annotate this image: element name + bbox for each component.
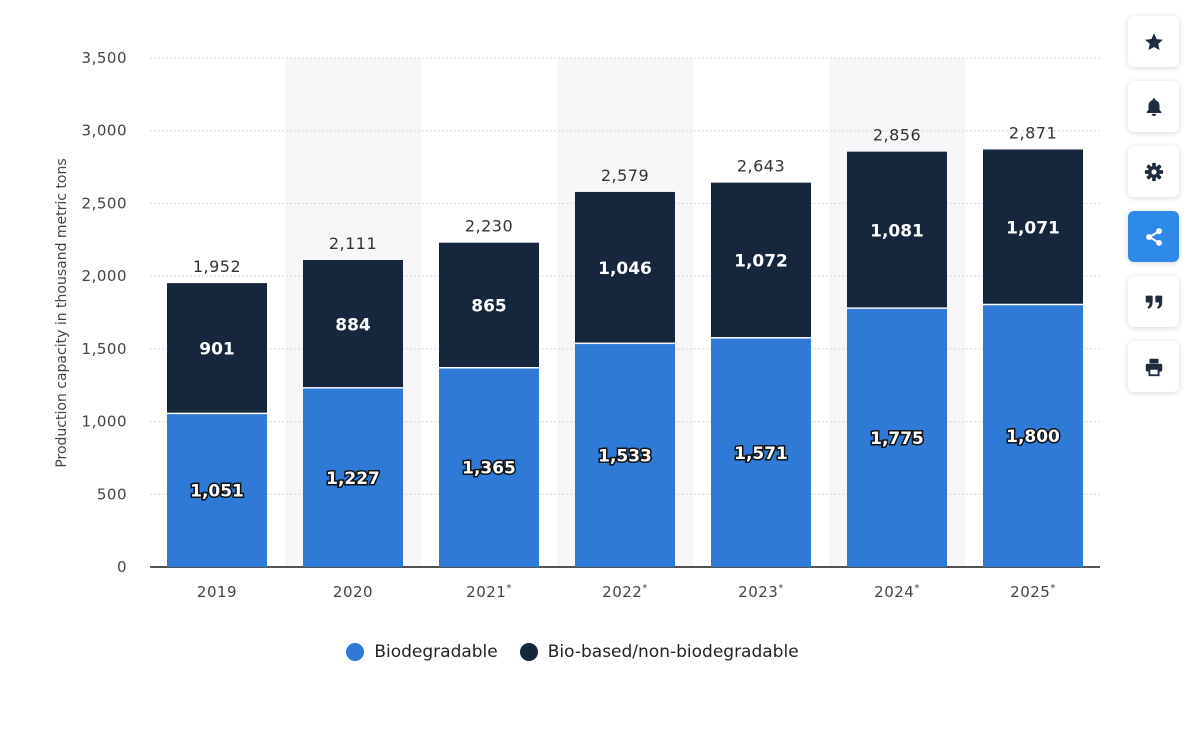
bell-icon <box>1146 97 1161 116</box>
y-tick-label: 1,000 <box>82 413 127 431</box>
bar-bio-based <box>167 283 267 413</box>
data-label-biodegradable: 1,800 <box>1006 427 1060 447</box>
legend-swatch-biodegradable <box>346 643 365 661</box>
x-tick-label: 2022* <box>602 583 648 601</box>
bar-biodegradable <box>983 305 1083 567</box>
favorite-button[interactable] <box>1128 16 1179 67</box>
y-tick-label: 2,500 <box>82 194 127 212</box>
total-label: 1,952 <box>193 257 241 276</box>
data-label-bio-based: 865 <box>471 297 507 317</box>
data-label-biodegradable: 1,533 <box>598 447 652 467</box>
bar-bio-based <box>303 260 403 388</box>
legend: Biodegradable Bio-based/non-biodegradabl… <box>0 642 1145 662</box>
x-tick-label: 2025* <box>1010 583 1056 601</box>
bar-bio-based <box>847 151 947 308</box>
cite-button[interactable] <box>1128 276 1179 327</box>
toolbar <box>1128 16 1179 392</box>
y-tick-label: 1,500 <box>82 340 127 358</box>
y-tick-label: 500 <box>97 485 127 503</box>
x-tick-label: 2019 <box>197 583 237 601</box>
x-tick-label: 2021* <box>466 583 512 601</box>
quote-icon <box>1145 295 1162 309</box>
x-tick-label: 2024* <box>874 583 920 601</box>
legend-swatch-bio-based <box>519 643 538 661</box>
x-tick-label: 2023* <box>738 583 784 601</box>
share-button[interactable] <box>1128 211 1179 262</box>
bar-bio-based <box>575 191 675 343</box>
y-tick-label: 2,000 <box>82 267 127 285</box>
data-label-biodegradable: 1,571 <box>734 444 788 464</box>
bar-biodegradable <box>847 308 947 567</box>
data-label-biodegradable: 1,365 <box>462 459 516 479</box>
data-label-biodegradable: 1,227 <box>326 469 380 489</box>
share-icon <box>1145 227 1162 246</box>
total-label: 2,643 <box>737 157 785 176</box>
star-icon <box>1144 32 1163 50</box>
bar-biodegradable <box>711 338 811 567</box>
total-label: 2,871 <box>1009 123 1057 142</box>
bar-bio-based <box>983 149 1083 304</box>
data-label-biodegradable: 1,051 <box>190 482 244 502</box>
legend-item-bio-based[interactable]: Bio-based/non-biodegradable <box>519 642 799 662</box>
y-tick-label: 3,000 <box>82 122 127 140</box>
notification-button[interactable] <box>1128 81 1179 132</box>
bar-bio-based <box>439 242 539 367</box>
y-tick-label: 0 <box>117 558 127 576</box>
y-tick-label: 3,500 <box>82 49 127 67</box>
data-label-bio-based: 1,071 <box>1006 218 1060 238</box>
total-label: 2,856 <box>873 126 921 145</box>
data-label-bio-based: 1,046 <box>598 259 652 279</box>
legend-label-bio-based: Bio-based/non-biodegradable <box>547 642 799 662</box>
settings-button[interactable] <box>1128 146 1179 197</box>
data-label-bio-based: 1,072 <box>734 252 788 272</box>
data-label-biodegradable: 1,775 <box>870 429 924 449</box>
bar-biodegradable <box>303 388 403 567</box>
data-label-bio-based: 884 <box>335 315 371 335</box>
x-tick-label: 2020 <box>333 583 373 601</box>
bar-biodegradable <box>167 414 267 567</box>
total-label: 2,579 <box>601 166 649 185</box>
total-label: 2,230 <box>465 217 513 236</box>
y-axis-label: Production capacity in thousand metric t… <box>54 158 70 467</box>
data-label-bio-based: 1,081 <box>870 221 924 241</box>
bar-bio-based <box>711 182 811 338</box>
print-button[interactable] <box>1128 341 1179 392</box>
gear-icon <box>1144 162 1163 181</box>
legend-item-biodegradable[interactable]: Biodegradable <box>346 642 498 662</box>
legend-label-biodegradable: Biodegradable <box>374 642 498 662</box>
data-label-bio-based: 901 <box>199 340 235 360</box>
print-icon <box>1145 358 1162 376</box>
bar-biodegradable <box>575 344 675 567</box>
total-label: 2,111 <box>329 234 377 253</box>
chart: 0 500 1,000 1,500 2,000 2,500 3,000 3,500 1,051… <box>54 49 1100 601</box>
bar-biodegradable <box>439 368 539 567</box>
